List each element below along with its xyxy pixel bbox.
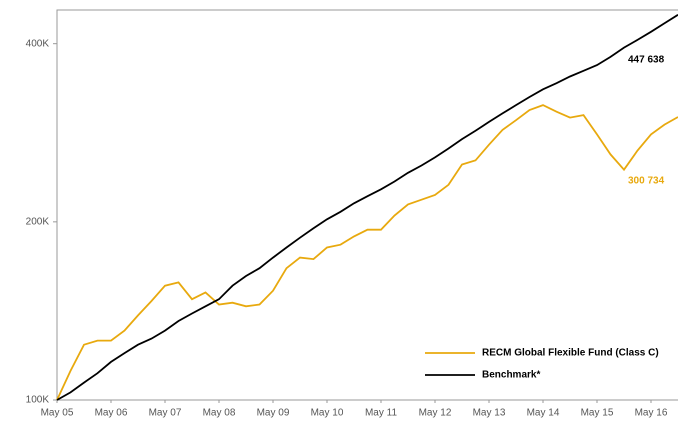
end-label: 300 734 (628, 176, 665, 187)
x-tick-label: May 07 (149, 408, 182, 419)
legend-label: Benchmark* (482, 370, 540, 381)
x-tick-label: May 14 (527, 408, 560, 419)
end-label: 447 638 (628, 54, 665, 65)
legend-label: RECM Global Flexible Fund (Class C) (482, 348, 659, 359)
x-tick-label: May 16 (635, 408, 668, 419)
x-tick-label: May 08 (203, 408, 236, 419)
x-tick-label: May 15 (581, 408, 614, 419)
x-tick-label: May 11 (365, 408, 397, 419)
x-tick-label: May 06 (95, 408, 128, 419)
x-tick-label: May 13 (473, 408, 506, 419)
y-tick-label: 400K (26, 38, 50, 49)
series-line (56, 14, 678, 401)
y-tick-label: 100K (26, 395, 50, 406)
x-tick-label: May 10 (311, 408, 344, 419)
x-tick-label: May 09 (257, 408, 290, 419)
x-tick-label: May 12 (419, 408, 452, 419)
series-line (56, 104, 678, 401)
x-tick-label: May 05 (41, 408, 74, 419)
plot-frame (56, 9, 678, 400)
y-tick-label: 200K (26, 216, 50, 227)
